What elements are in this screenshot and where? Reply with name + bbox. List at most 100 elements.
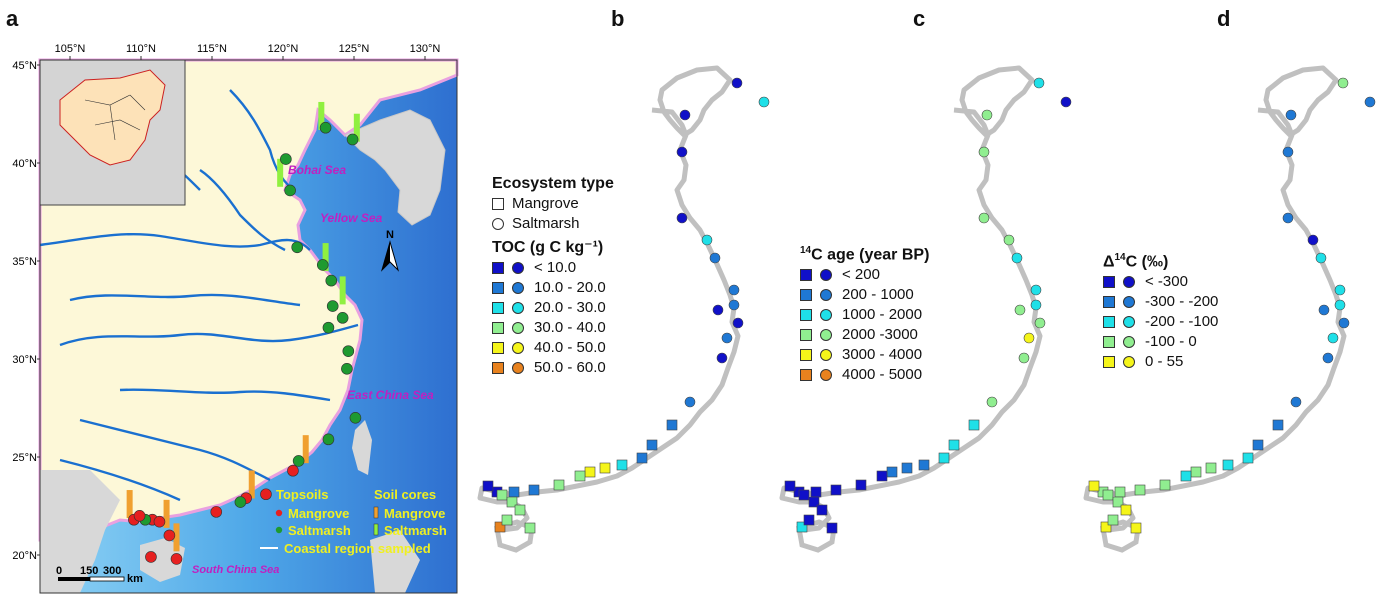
lat-tick-label: 45°N: [12, 60, 37, 72]
svg-text:Mangrove: Mangrove: [384, 506, 445, 521]
topsoil-mangrove-point: [145, 551, 157, 563]
legend-class-label: 0 - 55: [1145, 353, 1184, 371]
saltmarsh-site-point: [1033, 77, 1045, 89]
soil-core-saltmarsh-bar: [353, 113, 360, 142]
saltmarsh-site-point: [1334, 284, 1346, 296]
saltmarsh-site-point: [978, 146, 990, 158]
saltmarsh-site-point: [1285, 109, 1297, 121]
legend-class-label: < 200: [842, 266, 880, 284]
saltmarsh-site-point: [1364, 96, 1376, 108]
legend-class-row: -100 - 0: [1103, 332, 1218, 352]
legend-class-row: < -300: [1103, 272, 1218, 292]
square-swatch-icon: [492, 262, 504, 274]
soil-core-mangrove-bar: [126, 490, 133, 519]
mangrove-site-point: [826, 522, 838, 534]
svg-text:N: N: [386, 229, 394, 241]
topsoil-saltmarsh-point: [336, 312, 349, 324]
lat-tick-label: 35°N: [12, 256, 37, 268]
circle-swatch-icon: [820, 309, 832, 322]
topsoil-mangrove-point: [163, 529, 176, 542]
mangrove-site-point: [1088, 480, 1100, 492]
saltmarsh-site-point: [1307, 234, 1319, 246]
legend-class-label: 10.0 - 20.0: [534, 279, 606, 296]
mangrove-site-point: [938, 452, 950, 464]
saltmarsh-site-point: [1014, 304, 1026, 316]
mangrove-site-point: [1100, 521, 1112, 533]
svg-text:Topsoils: Topsoils: [276, 487, 328, 502]
circle-swatch-icon: [820, 269, 832, 282]
legend-c14-title: 14C age (year BP): [800, 245, 930, 264]
inset-china-outline: [59, 69, 166, 166]
lat-tick-label: 25°N: [12, 452, 37, 464]
square-swatch-icon: [800, 349, 812, 362]
svg-text:km: km: [127, 573, 143, 585]
circle-swatch-icon: [1123, 296, 1135, 309]
map-frame: [39, 59, 458, 594]
saltmarsh-site-point: [758, 96, 770, 108]
mangrove-site-point: [524, 522, 536, 534]
topsoil-saltmarsh-point: [341, 362, 353, 375]
delta-c14-map: [1083, 65, 1376, 553]
legend-c14-classes: < 200 200 - 1000 1000 - 2000 2000 -3000 3000…: [800, 265, 929, 385]
mangrove-site-point: [901, 462, 913, 474]
coastline: [779, 65, 1043, 533]
saltmarsh-site-point: [1338, 317, 1350, 329]
square-swatch-icon: [1103, 296, 1115, 309]
panel-label-b: b: [611, 6, 625, 31]
mangrove-site-point: [1180, 470, 1192, 482]
mangrove-site-point: [584, 466, 596, 478]
legend-ecosystem-title: Ecosystem type: [492, 175, 614, 192]
topsoil-saltmarsh-point: [349, 411, 362, 424]
sample-sites: [126, 101, 362, 565]
saltmarsh-site-point: [721, 332, 733, 344]
mangrove-site-point: [1159, 479, 1171, 491]
mangrove-site-point: [796, 521, 808, 533]
square-swatch-icon: [800, 289, 812, 302]
mangrove-site-point: [803, 514, 815, 526]
saltmarsh-site-point: [728, 284, 740, 296]
legend-class-label: 200 - 1000: [842, 286, 914, 304]
topsoil-mangrove-point: [170, 553, 183, 565]
legend-class-row: 1000 - 2000: [800, 305, 929, 325]
svg-text:Mangrove: Mangrove: [288, 506, 349, 521]
circle-swatch-icon: [1123, 356, 1135, 369]
topsoil-saltmarsh-point: [284, 184, 296, 197]
mangrove-site-point: [501, 514, 513, 526]
mangrove-site-point: [616, 459, 628, 471]
circle-swatch-icon: [512, 322, 524, 334]
saltmarsh-site-point: [978, 212, 990, 224]
svg-text:Saltmarsh: Saltmarsh: [384, 523, 447, 538]
legend-class-row: 20.0 - 30.0: [492, 298, 614, 318]
label-yellow-sea: Yellow Sea: [320, 211, 383, 225]
saltmarsh-site-point: [1322, 352, 1334, 364]
legend-class-label: < 10.0: [534, 259, 577, 276]
legend-delta-classes: < -300 -300 - -200 -200 - -100 -100 - 0 0 - …: [1103, 272, 1218, 372]
label-bohai-sea: Bohai Sea: [288, 163, 346, 177]
graticule: 105°N 110°N 115°N 120°N 125°N 130°N 45°N 40°N 35…: [12, 43, 440, 562]
mangrove-site-point: [494, 521, 506, 533]
soil-core-mangrove-bar: [302, 435, 309, 464]
north-arrow: N: [380, 229, 400, 272]
lat-tick-label: 20°N: [12, 550, 37, 562]
legend-class-row: -300 - -200: [1103, 292, 1218, 312]
saltmarsh-site-point: [1034, 317, 1046, 329]
legend-toc-title: TOC (g C kg⁻¹): [492, 239, 604, 256]
taiwan: [352, 420, 372, 475]
inset-province-lines: [84, 94, 146, 141]
square-swatch-icon: [800, 309, 812, 322]
mangrove-site-point: [1252, 439, 1264, 451]
lon-tick-label: 115°N: [197, 43, 227, 55]
lat-tick-label: 30°N: [12, 354, 37, 366]
topsoil-saltmarsh-point: [234, 496, 247, 508]
circle-swatch-icon: [512, 362, 524, 374]
mangrove-site-point: [968, 419, 980, 431]
legend-delta-title: Δ14C (‰): [1103, 252, 1169, 271]
saltmarsh-site-point: [1011, 252, 1023, 264]
legend-class-row: 50.0 - 60.0: [492, 358, 614, 378]
circle-swatch-icon: [820, 369, 832, 382]
mangrove-site-point: [514, 504, 526, 516]
legend-a: Topsoils Soil cores Mangrove Saltmarsh M…: [260, 487, 447, 556]
saltmarsh-site-point: [1290, 396, 1302, 408]
mangrove-site-point: [876, 470, 888, 482]
mangrove-site-point: [784, 480, 796, 492]
